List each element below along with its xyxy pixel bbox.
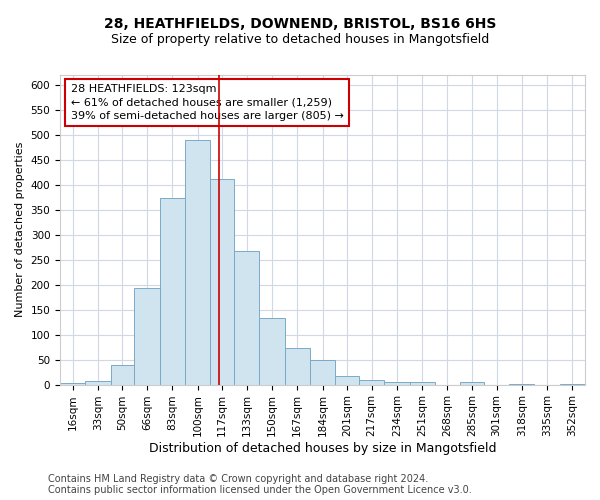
Bar	[335, 376, 359, 384]
Bar	[284, 348, 310, 385]
Bar	[410, 382, 435, 384]
Bar	[210, 179, 234, 384]
Bar	[160, 198, 185, 384]
Bar	[460, 382, 484, 384]
Bar	[384, 382, 410, 384]
Bar	[259, 318, 284, 384]
Bar	[110, 364, 134, 384]
Text: Size of property relative to detached houses in Mangotsfield: Size of property relative to detached ho…	[111, 32, 489, 46]
Text: 28, HEATHFIELDS, DOWNEND, BRISTOL, BS16 6HS: 28, HEATHFIELDS, DOWNEND, BRISTOL, BS16 …	[104, 18, 496, 32]
Bar	[359, 380, 384, 384]
Y-axis label: Number of detached properties: Number of detached properties	[15, 142, 25, 318]
Text: 28 HEATHFIELDS: 123sqm
← 61% of detached houses are smaller (1,259)
39% of semi-: 28 HEATHFIELDS: 123sqm ← 61% of detached…	[71, 84, 343, 120]
Bar	[60, 383, 85, 384]
Bar	[185, 140, 210, 384]
Bar	[234, 251, 259, 384]
Text: Contains HM Land Registry data © Crown copyright and database right 2024.: Contains HM Land Registry data © Crown c…	[48, 474, 428, 484]
Bar	[85, 380, 110, 384]
Bar	[134, 288, 160, 384]
Bar	[310, 360, 335, 384]
X-axis label: Distribution of detached houses by size in Mangotsfield: Distribution of detached houses by size …	[149, 442, 496, 455]
Text: Contains public sector information licensed under the Open Government Licence v3: Contains public sector information licen…	[48, 485, 472, 495]
